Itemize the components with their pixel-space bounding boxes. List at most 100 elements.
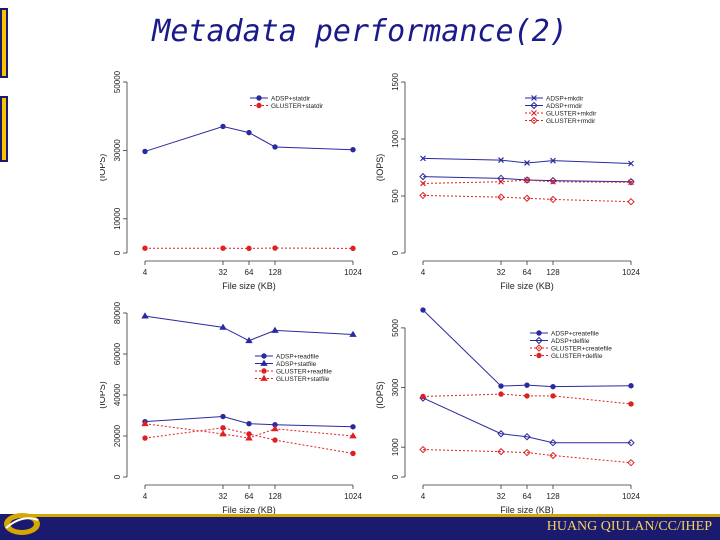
- x-axis-label: File size (KB): [500, 281, 554, 291]
- legend-marker: [260, 374, 268, 381]
- data-point: [628, 383, 634, 389]
- data-point: [419, 172, 427, 181]
- legend-label: GLUSTER+readfile: [276, 369, 332, 376]
- legend-marker: [530, 116, 538, 125]
- legend-marker: [531, 110, 537, 116]
- data-point: [420, 393, 426, 400]
- data-point: [524, 382, 530, 388]
- x-tick-label: 32: [497, 492, 506, 501]
- legend-marker: [536, 352, 542, 359]
- left-accent-bar-bottom: [0, 96, 8, 162]
- data-point: [498, 383, 504, 389]
- legend-label: GLUSTER+mkdir: [546, 111, 597, 118]
- data-point: [549, 439, 557, 447]
- x-tick-label: 128: [268, 268, 282, 277]
- x-tick-label: 1024: [344, 268, 362, 277]
- data-point: [220, 413, 226, 420]
- data-point: [523, 448, 531, 457]
- data-point: [220, 425, 226, 431]
- legend-label: ADSP+delfile: [551, 338, 590, 345]
- legend-marker: [261, 368, 267, 374]
- data-point: [350, 147, 356, 153]
- y-tick-label: 30000: [113, 139, 122, 162]
- data-point: [549, 195, 557, 204]
- y-axis-label: (IOPS): [100, 154, 107, 182]
- data-point: [246, 245, 252, 252]
- data-point: [524, 393, 530, 399]
- chart-1: 0 10000 30000 50000 (IOPS) 4 32 64 128 1024 File s…: [100, 70, 362, 291]
- x-tick-label: 64: [523, 492, 532, 501]
- legend-label: ADSP+statfile: [276, 361, 317, 368]
- data-point: [550, 383, 556, 390]
- data-point: [246, 129, 252, 136]
- legend-marker: [260, 359, 268, 366]
- data-point: [271, 425, 279, 432]
- legend-marker: [256, 102, 262, 109]
- x-tick-label: 1024: [344, 492, 362, 501]
- legend-marker: [530, 101, 538, 110]
- y-tick-label: 0: [113, 250, 122, 255]
- legend-marker: [256, 95, 262, 101]
- legend-label: GLUSTER+delfile: [551, 353, 603, 360]
- data-point: [627, 458, 635, 467]
- data-point: [628, 179, 634, 186]
- data-point: [498, 391, 504, 397]
- y-tick-label: 3000: [391, 378, 400, 396]
- footer-author: HUANG QIULAN/CC/IHEP: [546, 519, 712, 534]
- legend-marker: [261, 353, 267, 359]
- data-point: [245, 434, 253, 441]
- y-tick-label: 0: [391, 474, 400, 479]
- data-point: [523, 176, 531, 184]
- y-axis-label: (IOPS): [100, 381, 107, 409]
- x-tick-label: 32: [219, 492, 228, 501]
- data-point: [246, 420, 252, 427]
- data-point: [627, 197, 635, 206]
- chart-3: 0 20000 40000 60000 80000 (IOPS) 4 32 64 128 1024 F…: [100, 301, 362, 515]
- legend-label: ADSP+createfile: [551, 331, 599, 338]
- x-axis-label: File size (KB): [500, 505, 554, 515]
- data-point: [419, 445, 427, 454]
- legend-label: GLUSTER+rmdir: [546, 118, 596, 125]
- y-tick-label: 60000: [113, 342, 122, 365]
- x-tick-label: 64: [245, 268, 254, 277]
- data-point: [524, 160, 530, 166]
- series-line-4: [422, 194, 632, 203]
- legend-marker: [531, 95, 537, 101]
- data-point: [350, 424, 356, 430]
- legend-label: ADSP+statdir: [271, 96, 311, 103]
- ihep-logo-icon: [4, 513, 40, 535]
- data-point: [419, 191, 427, 200]
- footer-gold-line: [30, 514, 720, 517]
- data-point: [271, 326, 279, 333]
- x-tick-label: 1024: [622, 268, 640, 277]
- data-point: [497, 193, 505, 201]
- data-point: [272, 144, 278, 150]
- y-axis-label: (IOPS): [375, 381, 385, 409]
- legend-marker: [535, 344, 543, 352]
- legend-marker: [535, 336, 543, 345]
- data-point: [550, 178, 556, 185]
- x-tick-label: 4: [143, 492, 148, 501]
- y-tick-label: 0: [391, 250, 400, 255]
- data-point: [220, 245, 226, 251]
- x-tick-label: 4: [143, 268, 148, 277]
- left-accent-bar-top: [0, 8, 8, 78]
- data-point: [627, 439, 635, 447]
- data-point: [420, 180, 426, 187]
- x-tick-label: 1024: [622, 492, 640, 501]
- data-point: [142, 245, 148, 251]
- data-point: [272, 245, 278, 251]
- y-tick-label: 20000: [113, 424, 122, 447]
- x-tick-label: 128: [268, 492, 282, 501]
- data-point: [350, 245, 356, 252]
- y-tick-label: 1000: [391, 438, 400, 456]
- data-point: [497, 430, 505, 438]
- footer-band: [0, 514, 720, 540]
- x-tick-label: 4: [421, 268, 426, 277]
- page-title: Metadata performance(2): [152, 14, 568, 49]
- legend-label: ADSP+rmdir: [546, 103, 583, 110]
- y-axis-label: (IOPS): [375, 154, 385, 182]
- x-tick-label: 4: [421, 492, 426, 501]
- data-point: [220, 123, 226, 130]
